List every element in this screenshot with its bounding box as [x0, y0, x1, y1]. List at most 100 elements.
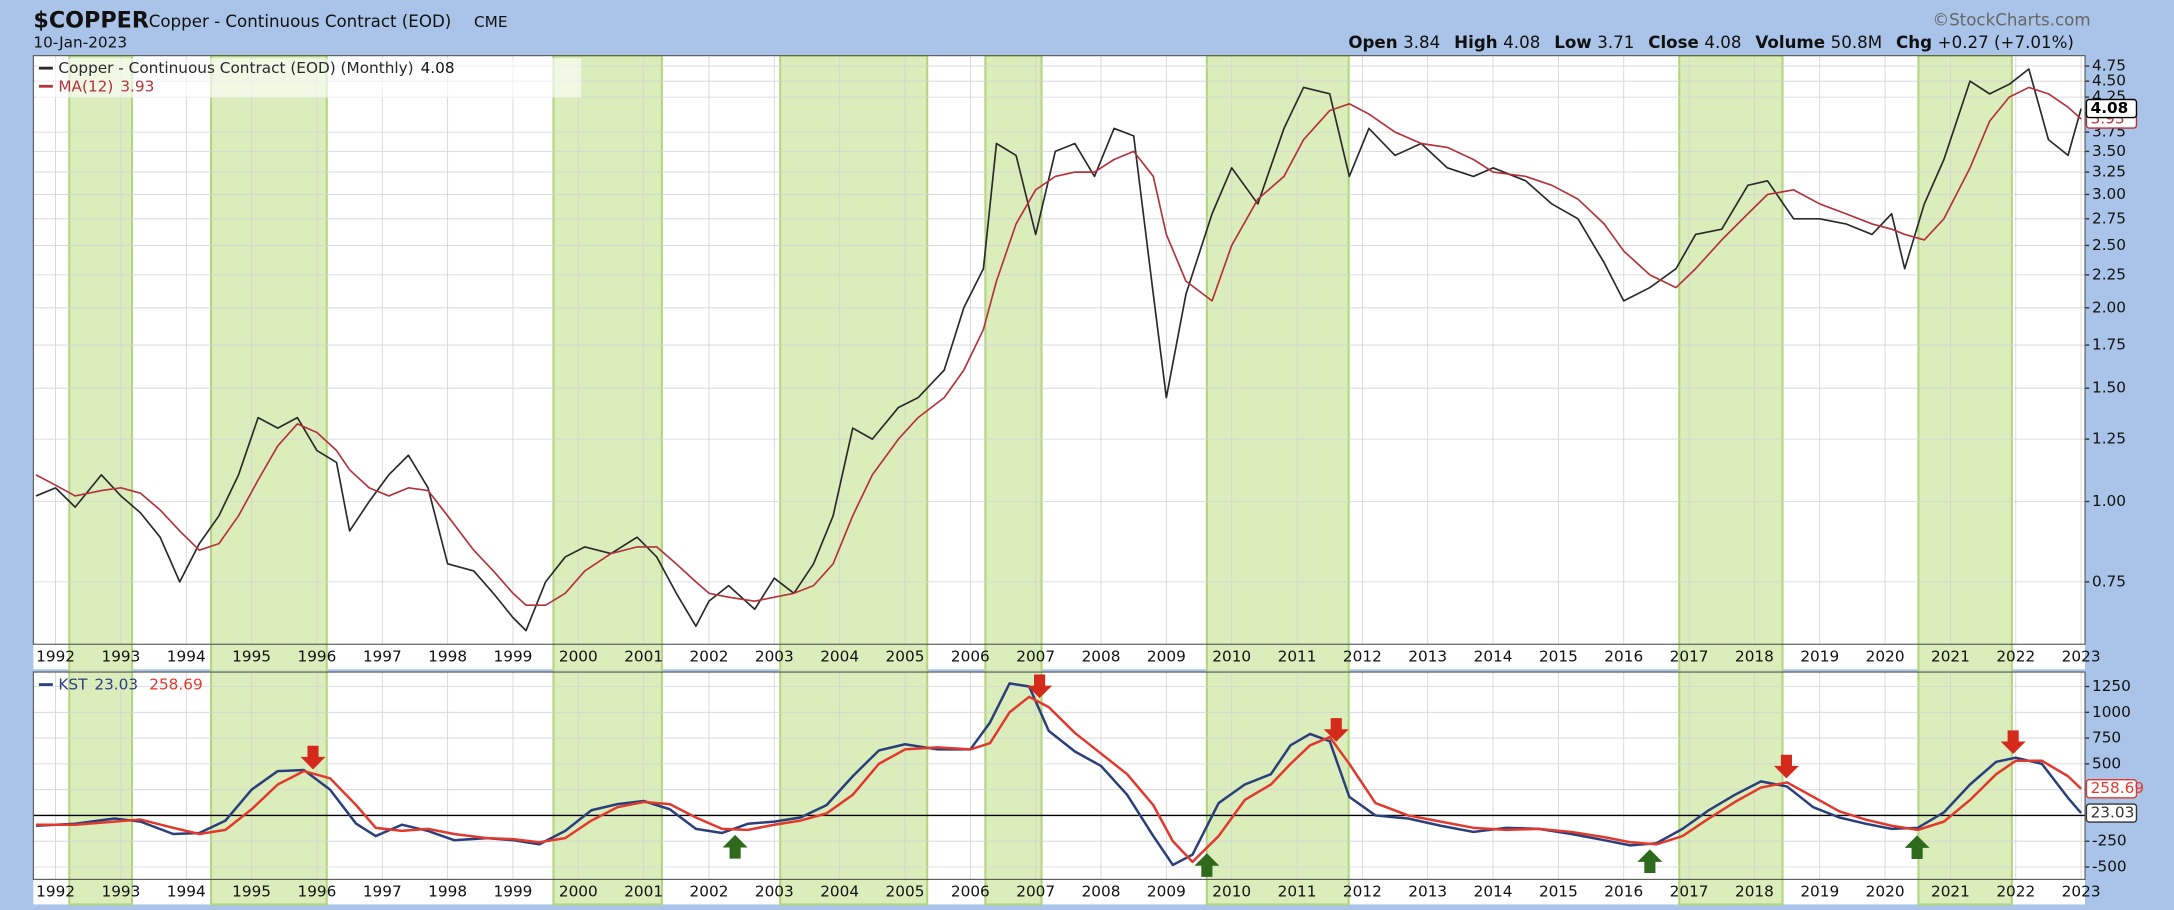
sell-arrow: [1773, 754, 1799, 779]
legend-name: Copper - Continuous Contract (EOD) (Mont…: [58, 59, 413, 77]
x-tick-label: 2005: [886, 882, 925, 900]
stat-label: Volume: [1755, 33, 1825, 52]
x-tick-label: 2015: [1539, 647, 1578, 665]
x-tick-label: 2013: [1408, 647, 1447, 665]
x-tick-label: 2018: [1735, 647, 1774, 665]
stat-value: 50.8M: [1831, 33, 1882, 52]
symbol: $COPPER: [33, 7, 149, 33]
x-tick-label: 2001: [624, 882, 663, 900]
highlight-range: [1917, 54, 2013, 906]
x-tick-label: 2008: [1082, 647, 1121, 665]
x-tick-label: 2010: [1212, 882, 1251, 900]
x-tick-label: 2011: [1278, 647, 1317, 665]
x-tick-label: 1997: [363, 882, 402, 900]
last-value-box: [2085, 779, 2138, 799]
x-tick-label: 2018: [1735, 882, 1774, 900]
x-tick-label: 1994: [167, 647, 206, 665]
y-tick-label: 500: [2092, 754, 2121, 772]
highlight-range: [552, 54, 663, 906]
sell-arrow: [1027, 674, 1053, 699]
x-tick-label: 2007: [1016, 647, 1055, 665]
x-tick-label: 2006: [951, 647, 990, 665]
x-tick-label: 2017: [1670, 882, 1709, 900]
stats: Open 3.84 High 4.08 Low 3.71 Close 4.08 Volume 50…: [1348, 33, 2074, 52]
exchange: CME: [474, 13, 507, 31]
x-tick-label: 2022: [1996, 647, 2035, 665]
y-tick-label: -250: [2092, 832, 2127, 850]
x-tick-label: 2000: [559, 882, 598, 900]
y-tick-label: 4.50: [2092, 72, 2126, 90]
x-tick-label: 2020: [1866, 647, 1905, 665]
subtitle: Copper - Continuous Contract (EOD): [149, 12, 452, 31]
date: 10-Jan-2023: [33, 34, 127, 52]
x-tick-label: 2020: [1866, 882, 1905, 900]
series-line: [35, 68, 2082, 632]
x-tick-label: 1992: [36, 882, 75, 900]
x-tick-label: 1995: [232, 882, 271, 900]
legend-value: 4.08: [421, 59, 455, 77]
stat-value: 3.84: [1403, 33, 1440, 52]
highlight-range: [1678, 54, 1784, 906]
x-tick-label: 1998: [428, 647, 467, 665]
x-tick-label: 1994: [167, 882, 206, 900]
x-tick-label: 2008: [1082, 882, 1121, 900]
x-tick-label: 2023: [2062, 647, 2101, 665]
y-tick-label: 1000: [2092, 703, 2131, 721]
x-tick-label: 2012: [1343, 882, 1382, 900]
x-tick-label: 1996: [298, 647, 337, 665]
y-tick-label: 2.00: [2092, 298, 2126, 316]
y-tick-label: 3.50: [2092, 142, 2126, 160]
x-tick-label: 1993: [101, 882, 140, 900]
x-tick-label: 2001: [624, 647, 663, 665]
credit: ©StockCharts.com: [1932, 10, 2090, 29]
x-tick-label: 2017: [1670, 647, 1709, 665]
x-tick-label: 2009: [1147, 647, 1186, 665]
x-tick-label: 1996: [298, 882, 337, 900]
x-tick-label: 2019: [1800, 882, 1839, 900]
sell-arrow: [1323, 718, 1349, 742]
x-tick-label: 2006: [951, 882, 990, 900]
highlight-range: [210, 54, 328, 906]
shading-layer: [68, 54, 2013, 906]
y-tick-label: 1250: [2092, 677, 2131, 695]
x-tick-label: 2021: [1931, 882, 1970, 900]
legend-entry: MA(12) 3.93: [58, 77, 154, 95]
x-tick-label: 2016: [1604, 882, 1643, 900]
buy-arrow: [722, 834, 748, 859]
y-tick-label: 2.25: [2092, 265, 2126, 283]
x-tick-label: 1999: [494, 882, 533, 900]
y-tick-label: 2.50: [2092, 236, 2126, 254]
buy-arrow: [1637, 849, 1663, 874]
stat-value: 4.08: [1704, 33, 1741, 52]
x-tick-label: 2002: [690, 647, 729, 665]
last-value-label: 23.03: [2091, 804, 2135, 822]
stat-value: 4.08: [1503, 33, 1540, 52]
x-tick-label: 2005: [886, 647, 925, 665]
y-tick-label: 0.75: [2092, 572, 2126, 590]
stat-label: Open: [1348, 33, 1397, 52]
x-tick-label: 2003: [755, 882, 794, 900]
y-tick-label: 1.00: [2092, 492, 2126, 510]
x-tick-label: 2021: [1931, 647, 1970, 665]
highlight-range: [68, 54, 134, 906]
last-value-box: [2085, 98, 2138, 119]
y-tick-label: 2.75: [2092, 209, 2126, 227]
y-tick-label: -500: [2092, 858, 2127, 876]
x-tick-label: 2023: [2062, 882, 2101, 900]
highlight-range: [984, 54, 1043, 906]
legend-value: 3.93: [120, 77, 154, 95]
price-border: [32, 55, 2086, 645]
legend-box: [36, 58, 582, 98]
highlight-range: [779, 54, 929, 906]
y-tick-label: 3.25: [2092, 163, 2126, 181]
x-tick-label: 1999: [494, 647, 533, 665]
x-tick-label: 2015: [1539, 882, 1578, 900]
x-tick-label: 2002: [690, 882, 729, 900]
annotation-layer: 1992 1992 1993 1993 1994 1994 1995 1995 1996 1996…: [36, 57, 2144, 900]
x-tick-label: 2014: [1474, 647, 1513, 665]
x-tick-label: 1993: [101, 647, 140, 665]
stat-value: +0.27 (+7.01%): [1938, 33, 2074, 52]
x-tick-label: 2009: [1147, 882, 1186, 900]
